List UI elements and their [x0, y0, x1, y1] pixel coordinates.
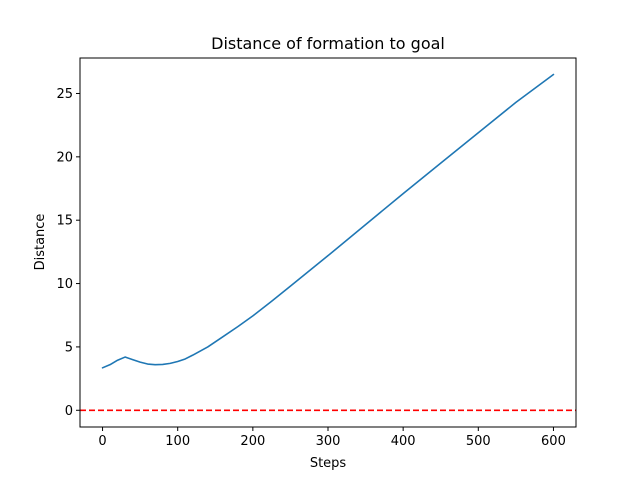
x-tick-label: 0 — [98, 434, 106, 449]
x-tick-label: 300 — [316, 434, 341, 449]
y-tick-label: 20 — [56, 150, 73, 165]
x-axis-label: Steps — [310, 456, 347, 471]
y-tick-label: 10 — [56, 277, 73, 292]
y-tick-label: 25 — [56, 87, 73, 102]
y-tick-label: 5 — [65, 340, 73, 355]
x-tick-label: 500 — [466, 434, 491, 449]
x-tick-label: 200 — [240, 434, 265, 449]
y-tick-label: 0 — [65, 404, 73, 419]
series-line-0 — [101, 73, 555, 369]
x-tick-label: 400 — [391, 434, 416, 449]
y-tick-label: 15 — [56, 214, 73, 229]
plot-area — [80, 73, 576, 412]
x-tick-label: 600 — [541, 434, 566, 449]
y-axis-label: Distance — [33, 214, 48, 271]
x-tick-label: 100 — [165, 434, 190, 449]
x-axis-ticks: 0 100 200 300 400 500 600 — [98, 427, 566, 449]
y-axis-ticks: 0 5 10 15 20 25 — [56, 87, 80, 419]
chart-title: Distance of formation to goal — [211, 34, 445, 53]
